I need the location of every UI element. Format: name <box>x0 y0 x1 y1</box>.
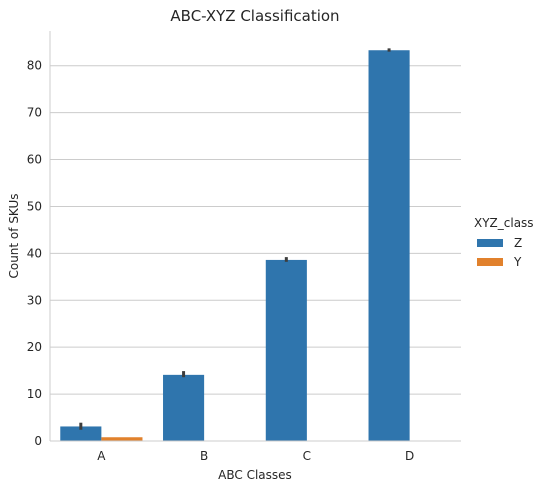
y-tick-label: 50 <box>27 199 42 213</box>
y-tick-label: 0 <box>34 434 42 448</box>
legend-swatch-Y <box>477 258 503 266</box>
y-tick-label: 20 <box>27 340 42 354</box>
bar-Z-A <box>60 426 102 441</box>
y-tick-label: 60 <box>27 153 42 167</box>
bar-Z-C <box>265 259 307 441</box>
x-tick-label: B <box>200 449 208 463</box>
x-axis-title: ABC Classes <box>218 468 292 482</box>
x-tick-label: D <box>405 449 414 463</box>
x-tick-label: A <box>97 449 106 463</box>
bar-Y-A <box>101 437 143 441</box>
y-tick-label: 80 <box>27 59 42 73</box>
x-tick-label: C <box>303 449 311 463</box>
y-tick-label: 40 <box>27 246 42 260</box>
y-axis-title: Count of SKUs <box>7 193 21 278</box>
y-tick-label: 70 <box>27 106 42 120</box>
legend-label-Z: Z <box>514 236 522 250</box>
chart-title: ABC-XYZ Classification <box>170 7 339 25</box>
y-tick-label: 10 <box>27 387 42 401</box>
bar-Z-D <box>368 50 410 442</box>
y-tick-label: 30 <box>27 293 42 307</box>
legend: XYZ_class ZY <box>474 216 534 269</box>
legend-title: XYZ_class <box>474 216 534 230</box>
legend-label-Y: Y <box>513 255 522 269</box>
plot-area: 0 10 20 30 40 50 60 70 80 A B C D <box>27 31 461 463</box>
bar-Z-B <box>163 374 205 441</box>
legend-swatch-Z <box>477 239 503 247</box>
